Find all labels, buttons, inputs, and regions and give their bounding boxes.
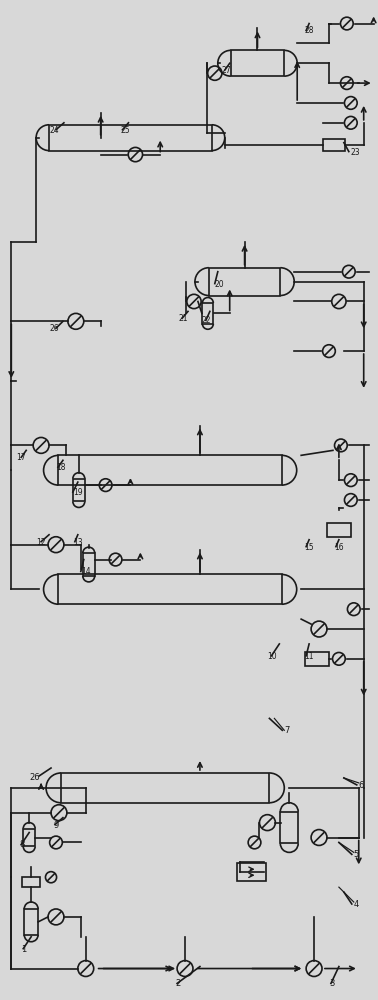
- Text: 26: 26: [29, 773, 40, 782]
- Bar: [59, 574, 282, 604]
- Text: 25: 25: [121, 126, 130, 135]
- Text: 23: 23: [351, 148, 361, 157]
- Text: 16: 16: [334, 543, 344, 552]
- Text: 11: 11: [304, 652, 314, 661]
- Text: 2: 2: [175, 979, 180, 988]
- Text: 13: 13: [73, 538, 82, 547]
- Bar: [327, 523, 351, 537]
- Text: 15: 15: [304, 543, 314, 552]
- Text: 26: 26: [49, 324, 59, 333]
- Text: 6: 6: [359, 781, 364, 790]
- Bar: [323, 139, 345, 151]
- Bar: [49, 125, 212, 151]
- Text: 21: 21: [178, 314, 187, 323]
- Bar: [73, 479, 85, 501]
- Bar: [23, 829, 35, 846]
- Text: 12: 12: [36, 538, 46, 547]
- Bar: [59, 455, 282, 485]
- Text: 3: 3: [329, 979, 334, 988]
- Text: 14: 14: [81, 567, 90, 576]
- Text: 4: 4: [354, 900, 359, 909]
- Bar: [83, 553, 95, 576]
- Text: 7: 7: [284, 726, 290, 735]
- Text: 22: 22: [202, 316, 211, 325]
- Text: 19: 19: [73, 488, 82, 497]
- Bar: [61, 773, 270, 803]
- Bar: [280, 812, 298, 843]
- Text: 18: 18: [56, 463, 65, 472]
- Bar: [237, 863, 266, 881]
- Bar: [22, 877, 40, 887]
- Text: 9: 9: [53, 821, 58, 830]
- Bar: [209, 268, 280, 296]
- Bar: [24, 909, 38, 935]
- Text: 10: 10: [267, 652, 277, 661]
- Text: 5: 5: [354, 850, 359, 859]
- Text: 28: 28: [304, 26, 314, 35]
- Text: 20: 20: [215, 280, 225, 289]
- Text: 1: 1: [21, 945, 26, 954]
- Bar: [231, 50, 284, 76]
- Text: 8: 8: [19, 840, 25, 849]
- Bar: [305, 652, 329, 666]
- Text: 17: 17: [16, 453, 26, 462]
- Text: 27: 27: [222, 66, 231, 75]
- Text: 24: 24: [49, 126, 59, 135]
- Bar: [202, 303, 213, 324]
